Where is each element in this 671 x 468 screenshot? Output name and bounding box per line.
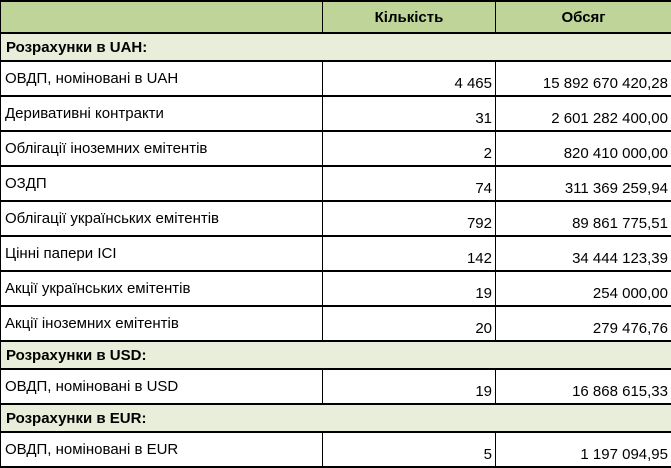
header-cell-item [1, 1, 323, 33]
item-name-cell: Облігації українських емітентів [1, 201, 323, 236]
volume-cell: 2 601 282 400,00 [496, 96, 671, 131]
item-name-cell: Акції іноземних емітентів [1, 306, 323, 341]
section-label: Розрахунки в UAH: [1, 33, 671, 61]
item-name-cell: ОВДП, номіновані в UAH [1, 61, 323, 96]
header-row: Кількість Обсяг [1, 1, 671, 33]
quantity-cell: 19 [323, 369, 496, 404]
quantity-cell: 5 [323, 432, 496, 467]
volume-cell: 254 000,00 [496, 271, 671, 306]
quantity-cell: 792 [323, 201, 496, 236]
item-name-cell: Акції українських емітентів [1, 271, 323, 306]
item-name-cell: Деривативні контракти [1, 96, 323, 131]
quantity-cell: 19 [323, 271, 496, 306]
quantity-cell: 4 465 [323, 61, 496, 96]
volume-cell: 16 868 615,33 [496, 369, 671, 404]
volume-cell: 279 476,76 [496, 306, 671, 341]
item-name-cell: ОВДП, номіновані в EUR [1, 432, 323, 467]
volume-cell: 15 892 670 420,28 [496, 61, 671, 96]
volume-cell: 34 444 123,39 [496, 236, 671, 271]
header-cell-quantity: Кількість [323, 1, 496, 33]
volume-cell: 820 410 000,00 [496, 131, 671, 166]
item-name-cell: ОВДП, номіновані в USD [1, 369, 323, 404]
table-header: Кількість Обсяг [1, 1, 671, 33]
section-row: Розрахунки в UAH: [1, 33, 671, 61]
quantity-cell: 31 [323, 96, 496, 131]
section-row: Розрахунки в USD: [1, 341, 671, 369]
quantity-cell: 74 [323, 166, 496, 201]
item-name-cell: Цінні папери ІСІ [1, 236, 323, 271]
item-name-cell: ОЗДП [1, 166, 323, 201]
item-name-cell: Облігації іноземних емітентів [1, 131, 323, 166]
section-label: Розрахунки в EUR: [1, 404, 671, 432]
quantity-cell: 2 [323, 131, 496, 166]
header-cell-volume: Обсяг [496, 1, 671, 33]
volume-cell: 311 369 259,94 [496, 166, 671, 201]
quantity-cell: 142 [323, 236, 496, 271]
quantity-cell: 20 [323, 306, 496, 341]
volume-cell: 89 861 775,51 [496, 201, 671, 236]
section-label: Розрахунки в USD: [1, 341, 671, 369]
volume-cell: 1 197 094,95 [496, 432, 671, 467]
section-row: Розрахунки в EUR: [1, 404, 671, 432]
